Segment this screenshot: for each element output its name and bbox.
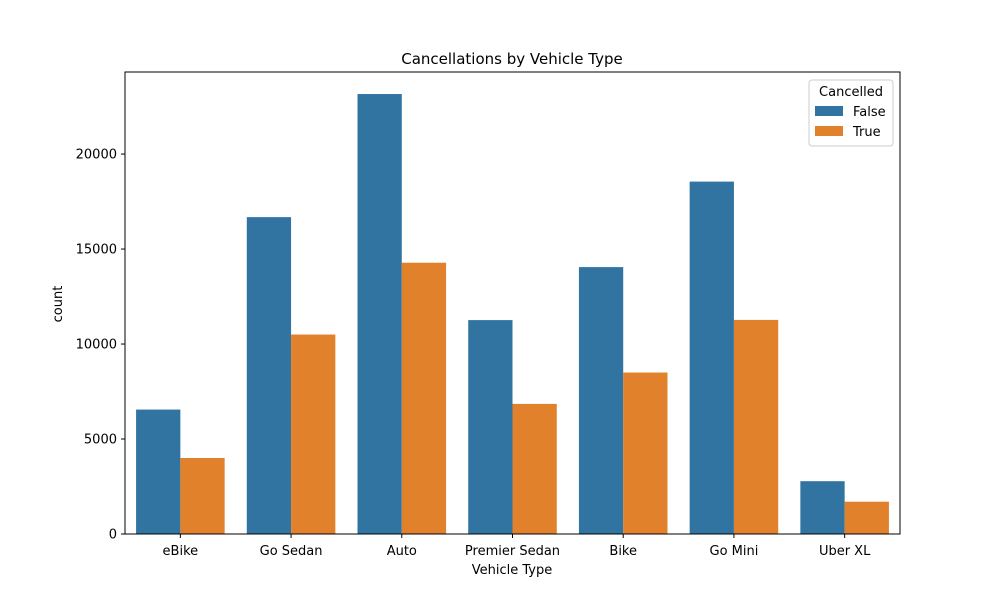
- bar-premier-sedan-true: [512, 403, 557, 534]
- bar-uber-xl-false: [800, 481, 845, 534]
- y-tick-label: 20000: [76, 148, 117, 163]
- bar-go-sedan-true: [291, 334, 336, 534]
- y-axis-label: count: [51, 286, 66, 323]
- legend-label-false: False: [853, 105, 886, 120]
- x-tick-label: Go Sedan: [260, 544, 323, 559]
- bars-group: [136, 94, 889, 534]
- x-tick-label: Bike: [609, 544, 637, 559]
- chart-title: Cancellations by Vehicle Type: [401, 50, 623, 68]
- y-tick-label: 5000: [84, 433, 117, 448]
- x-tick-label: eBike: [163, 544, 199, 559]
- legend-label-true: True: [852, 125, 881, 140]
- bar-go-mini-true: [733, 319, 779, 534]
- y-tick-label: 10000: [76, 338, 117, 353]
- bar-uber-xl-true: [844, 501, 889, 534]
- bar-ebike-true: [180, 458, 225, 534]
- x-tick-label: Auto: [387, 544, 417, 559]
- bar-auto-false: [357, 94, 402, 534]
- x-tick-label: Go Mini: [710, 544, 759, 559]
- bar-go-mini-false: [689, 181, 734, 534]
- legend-swatch-false: [815, 106, 843, 116]
- bar-go-sedan-false: [246, 217, 292, 534]
- bar-premier-sedan-false: [468, 320, 513, 534]
- y-tick-label: 0: [109, 528, 117, 543]
- bar-auto-true: [401, 262, 447, 534]
- x-axis-label: Vehicle Type: [472, 563, 552, 578]
- legend: Cancelled False True: [808, 79, 894, 147]
- x-tick-label: Uber XL: [819, 544, 871, 559]
- x-tick-label: Premier Sedan: [465, 544, 560, 559]
- axes-group: 0 5000 10000 15000 20000 eBike Go Sedan Auto Pre…: [76, 71, 901, 559]
- bar-ebike-false: [136, 409, 181, 534]
- y-tick-label: 15000: [76, 243, 117, 258]
- legend-title: Cancelled: [819, 85, 883, 100]
- bar-bike-false: [578, 267, 624, 534]
- legend-swatch-true: [815, 126, 843, 136]
- bar-bike-true: [623, 372, 668, 534]
